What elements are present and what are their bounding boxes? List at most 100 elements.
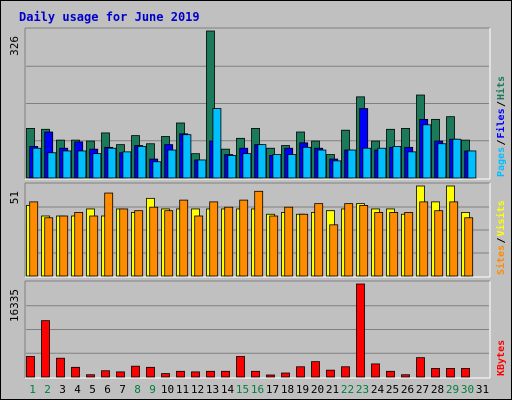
visits-bar-sites: [74, 212, 84, 277]
x-tick-label: 27: [416, 383, 429, 396]
x-tick-label: 29: [446, 383, 459, 396]
visits-bar-sites: [104, 192, 114, 277]
kbytes-bar-kbytes: [101, 370, 110, 378]
x-tick-label: 17: [266, 383, 279, 396]
hits-bar-pages: [407, 151, 417, 179]
kbytes-bar-kbytes: [251, 370, 260, 378]
kbytes-bar-kbytes: [86, 374, 95, 378]
kbytes-bar-kbytes: [461, 368, 470, 378]
kbytes-bar-kbytes: [116, 371, 125, 378]
visits-bar-sites: [434, 210, 444, 277]
visits-bar-sites: [344, 203, 354, 277]
x-tick-label: 24: [371, 383, 385, 396]
kbytes-bar-kbytes: [71, 366, 80, 378]
chart-panels: 326Pages/Files/Hits51Sites/Visits16335KB…: [8, 27, 507, 379]
x-tick-label: 9: [149, 383, 156, 396]
hits-bar-pages: [137, 146, 147, 179]
visits-bar-sites: [299, 213, 309, 277]
chart-title: Daily usage for June 2019: [19, 10, 200, 24]
visits-bar-sites: [179, 199, 189, 277]
visits-legend-visits: Visits: [495, 200, 507, 236]
hits-bar-pages: [62, 150, 72, 179]
kbytes-bar-kbytes: [26, 356, 35, 378]
hits-panel: 326 Pages/Files/Hits: [8, 27, 507, 180]
kbytes-bar-kbytes: [326, 369, 335, 378]
hits-legend: Pages/Files/Hits: [495, 76, 507, 177]
x-tick-label: 1: [29, 383, 36, 396]
x-tick-label: 11: [176, 383, 189, 396]
kbytes-bar-kbytes: [161, 373, 170, 378]
hits-bar-pages: [332, 160, 342, 179]
visits-panel: 51 Sites /Visits: [8, 182, 507, 278]
hits-bar-pages: [467, 150, 477, 179]
hits-bar-pages: [107, 147, 117, 179]
kbytes-bar-kbytes: [176, 370, 185, 378]
x-tick-label: 22: [341, 383, 354, 396]
kbytes-bar-kbytes: [266, 374, 275, 378]
visits-bar-sites: [419, 201, 429, 277]
kbytes-bar-kbytes: [371, 363, 380, 378]
x-tick-label: 31: [476, 383, 489, 396]
visits-bar-sites: [404, 212, 414, 277]
x-tick-label: 12: [191, 383, 204, 396]
kbytes-bar-kbytes: [56, 357, 65, 378]
hits-bar-pages: [437, 143, 447, 179]
hits-legend-separator: /: [496, 139, 507, 145]
hits-bar-pages: [362, 147, 372, 179]
x-tick-label: 15: [236, 383, 249, 396]
hits-axis-max-label: 326: [8, 36, 21, 56]
visits-bar-sites: [374, 212, 384, 277]
x-tick-label: 21: [326, 383, 339, 396]
visits-legend-sites: Sites: [495, 245, 507, 275]
hits-bar-pages: [287, 154, 297, 179]
kbytes-bar-kbytes: [131, 365, 140, 378]
visits-legend: Sites /Visits: [495, 200, 507, 275]
hits-bar-pages: [122, 151, 132, 179]
kbytes-bar-kbytes: [341, 366, 350, 378]
kbytes-bar-kbytes: [416, 357, 425, 378]
kbytes-bar-kbytes: [236, 356, 245, 378]
hits-bar-pages: [392, 146, 402, 179]
x-tick-label: 10: [161, 383, 174, 396]
visits-bar-sites: [314, 203, 324, 277]
x-tick-label: 18: [281, 383, 294, 396]
visits-bar-sites: [89, 215, 99, 277]
hits-bar-pages: [302, 146, 312, 179]
visits-bar-sites: [119, 208, 129, 277]
hits-legend-hits: Hits: [495, 76, 507, 100]
visits-legend-separator: /: [496, 237, 507, 243]
hits-bar-pages: [47, 152, 57, 179]
kbytes-legend: KBytes: [496, 340, 507, 376]
x-tick-label: 5: [89, 383, 96, 396]
kbytes-bar-kbytes: [41, 320, 50, 378]
x-axis-labels: 1 2 3 4 5 6 7 8 9 10 11 12 13 14 15 16 17 18 19 20 21 22 23 24 2…: [29, 383, 489, 396]
kbytes-bar-kbytes: [356, 283, 365, 378]
visits-bar-sites: [284, 206, 294, 277]
kbytes-bar-kbytes: [386, 370, 395, 378]
kbytes-bar-kbytes: [296, 366, 305, 378]
kbytes-bar-kbytes: [221, 370, 230, 378]
kbytes-bar-kbytes: [206, 370, 215, 378]
hits-bar-pages: [422, 124, 432, 179]
hits-bar-pages: [227, 155, 237, 179]
hits-bar-pages: [212, 108, 222, 179]
kbytes-bar-kbytes: [401, 374, 410, 378]
hits-legend-separator: /: [496, 101, 507, 107]
x-tick-label: 20: [311, 383, 324, 396]
hits-bar-pages: [257, 144, 267, 179]
x-tick-label: 19: [296, 383, 309, 396]
x-tick-label: 4: [74, 383, 81, 396]
x-tick-label: 25: [386, 383, 399, 396]
visits-bar-sites: [209, 201, 219, 277]
kbytes-bar-kbytes: [146, 366, 155, 378]
x-tick-label: 3: [59, 383, 66, 396]
kbytes-axis-max-label: 16335: [8, 289, 21, 322]
hits-bar-pages: [377, 147, 387, 179]
x-tick-label: 23: [356, 383, 369, 396]
hits-bar-pages: [317, 149, 327, 179]
x-tick-label: 2: [44, 383, 51, 396]
hits-bar-pages: [152, 161, 162, 179]
kbytes-panel: 16335 KBytes: [8, 280, 507, 379]
hits-bar-pages: [77, 150, 87, 179]
hits-bar-pages: [92, 153, 102, 179]
